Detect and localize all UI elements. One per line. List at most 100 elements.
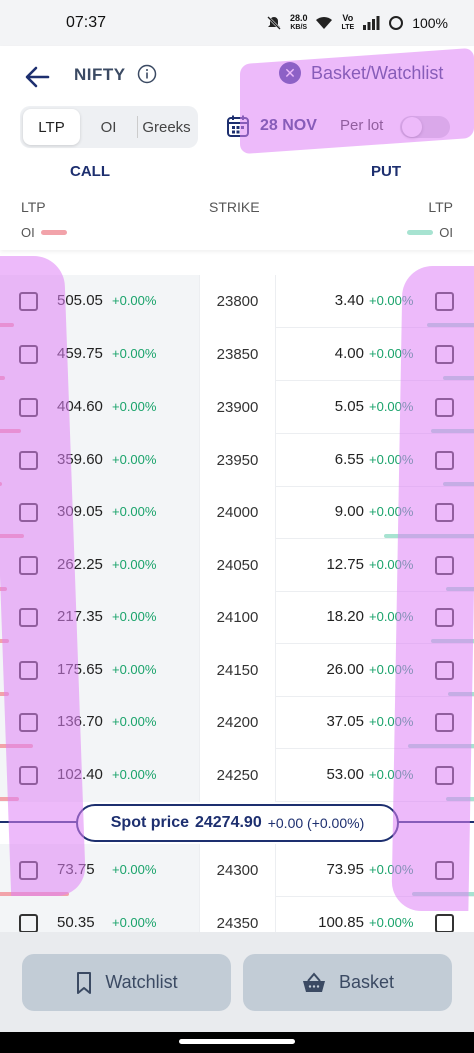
option-row-24000[interactable]: 309.05 +0.00% 24000 9.00 +0.00% [0, 486, 474, 539]
call-ltp-column-header: LTP [21, 199, 46, 215]
put-select-checkbox[interactable] [435, 713, 454, 732]
call-select-checkbox[interactable] [19, 766, 38, 785]
call-change: +0.00% [112, 662, 157, 677]
call-ltp: 505.05 [57, 292, 103, 309]
call-ltp: 217.35 [57, 608, 103, 625]
call-oi-swatch [40, 230, 67, 235]
call-ltp: 136.70 [57, 713, 103, 730]
spot-price-change: +0.00 (+0.00%) [267, 815, 365, 831]
call-ltp: 459.75 [57, 345, 103, 362]
volte-badge: Vo LTE [341, 14, 354, 32]
option-chain-header: NIFTY ✕ Basket/Watchlist LTP OI Greeks 2… [0, 46, 474, 250]
put-change: +0.00% [369, 862, 414, 877]
option-row-23900[interactable]: 404.60 +0.00% 23900 5.05 +0.00% [0, 381, 474, 434]
put-change: +0.00% [369, 662, 414, 677]
signal-icon [363, 16, 380, 30]
per-lot-toggle[interactable] [400, 116, 450, 138]
put-select-checkbox[interactable] [435, 556, 454, 575]
call-select-checkbox[interactable] [19, 398, 38, 417]
call-oi-legend-label: OI [21, 225, 35, 240]
call-select-checkbox[interactable] [19, 292, 38, 311]
option-row-24050[interactable]: 262.25 +0.00% 24050 12.75 +0.00% [0, 539, 474, 592]
call-oi-bar [0, 797, 19, 801]
call-ltp: 309.05 [57, 503, 103, 520]
system-navigation-bar [0, 1032, 474, 1053]
call-change: +0.00% [112, 452, 157, 467]
put-ltp: 73.95 [326, 861, 364, 878]
info-icon[interactable] [137, 64, 157, 84]
mute-icon [267, 16, 281, 30]
basket-button[interactable]: Basket [243, 954, 452, 1011]
tab-oi[interactable]: OI [100, 118, 117, 136]
put-change: +0.00% [369, 714, 414, 729]
put-select-checkbox[interactable] [435, 608, 454, 627]
put-oi-bar [446, 797, 474, 801]
call-select-checkbox[interactable] [19, 608, 38, 627]
calendar-icon [227, 115, 249, 137]
put-ltp: 53.00 [326, 766, 364, 783]
basket-icon [302, 971, 325, 992]
back-arrow-icon[interactable] [22, 62, 52, 92]
volte-top: Vo [342, 13, 354, 23]
tab-ltp[interactable]: LTP [23, 109, 80, 145]
call-ltp: 73.75 [57, 861, 95, 878]
basket-watchlist-label: Basket/Watchlist [311, 62, 444, 83]
put-select-checkbox[interactable] [435, 661, 454, 680]
net-speed-value: 28.0 [289, 13, 308, 23]
option-row-24150[interactable]: 175.65 +0.00% 24150 26.00 +0.00% [0, 644, 474, 697]
put-ltp: 18.20 [326, 608, 364, 625]
put-change: +0.00% [369, 346, 414, 361]
call-select-checkbox[interactable] [19, 556, 38, 575]
home-gesture-pill[interactable] [179, 1039, 295, 1044]
call-change: +0.00% [112, 714, 157, 729]
strike-price: 24000 [199, 486, 276, 539]
call-select-checkbox[interactable] [19, 345, 38, 364]
call-select-checkbox[interactable] [19, 861, 38, 880]
expiry-date-picker[interactable]: 28 NOV [226, 114, 317, 138]
close-icon: ✕ [279, 62, 301, 84]
basket-watchlist-button[interactable]: ✕ Basket/Watchlist [279, 62, 443, 84]
put-oi-legend-label: OI [439, 225, 453, 240]
basket-label: Basket [338, 972, 395, 992]
strike-price: 24100 [199, 591, 276, 644]
put-ltp: 100.85 [318, 914, 364, 931]
put-select-checkbox[interactable] [435, 766, 454, 785]
spot-price-badge: Spot price 24274.90 +0.00 (+0.00%) [76, 804, 399, 842]
option-row-24300[interactable]: 73.75 +0.00% 24300 73.95 +0.00% [0, 844, 474, 897]
call-select-checkbox[interactable] [19, 503, 38, 522]
put-select-checkbox[interactable] [435, 503, 454, 522]
put-oi-bar [408, 744, 474, 748]
call-select-checkbox[interactable] [19, 451, 38, 470]
strike-price: 24250 [199, 749, 276, 802]
option-row-24100[interactable]: 217.35 +0.00% 24100 18.20 +0.00% [0, 591, 474, 644]
put-select-checkbox[interactable] [435, 861, 454, 880]
call-oi-bar [0, 892, 69, 896]
put-ltp: 6.55 [334, 451, 364, 468]
call-ltp: 50.35 [57, 914, 95, 931]
call-select-checkbox[interactable] [19, 713, 38, 732]
put-select-checkbox[interactable] [435, 398, 454, 417]
tab-greeks[interactable]: Greeks [142, 118, 191, 136]
option-row-24200[interactable]: 136.70 +0.00% 24200 37.05 +0.00% [0, 696, 474, 749]
put-select-checkbox[interactable] [435, 292, 454, 311]
put-oi-legend: OI [407, 225, 453, 240]
put-change: +0.00% [369, 452, 414, 467]
put-select-checkbox[interactable] [435, 345, 454, 364]
call-oi-bar [0, 744, 33, 748]
call-oi-bar [0, 323, 14, 327]
option-row-23950[interactable]: 359.60 +0.00% 23950 6.55 +0.00% [0, 434, 474, 487]
watchlist-button[interactable]: Watchlist [22, 954, 231, 1011]
option-row-23850[interactable]: 459.75 +0.00% 23850 4.00 +0.00% [0, 328, 474, 381]
toggle-knob [402, 117, 422, 137]
put-select-checkbox[interactable] [435, 914, 454, 933]
strike-price: 24200 [199, 696, 276, 749]
option-row-24250[interactable]: 102.40 +0.00% 24250 53.00 +0.00% [0, 749, 474, 802]
call-heading: CALL [70, 163, 110, 180]
put-select-checkbox[interactable] [435, 451, 454, 470]
call-change: +0.00% [112, 399, 157, 414]
call-select-checkbox[interactable] [19, 914, 38, 933]
put-change: +0.00% [369, 399, 414, 414]
option-row-23800[interactable]: 505.05 +0.00% 23800 3.40 +0.00% [0, 275, 474, 328]
put-ltp: 9.00 [334, 503, 364, 520]
call-select-checkbox[interactable] [19, 661, 38, 680]
